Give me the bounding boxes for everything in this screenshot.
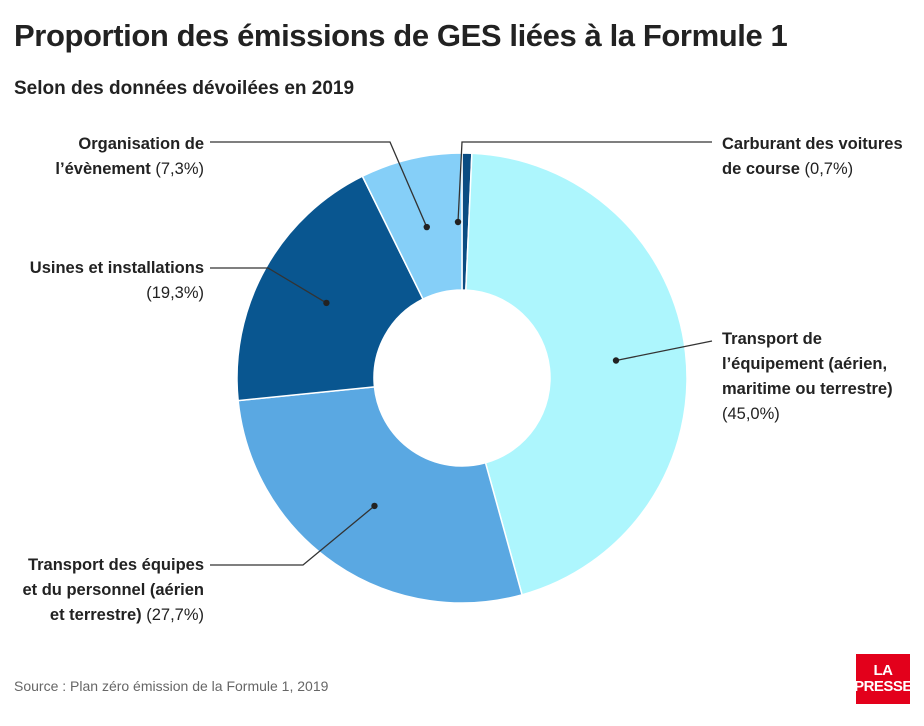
label-factories: Usines et installations (19,3%) bbox=[30, 256, 204, 306]
chart-title: Proportion des émissions de GES liées à … bbox=[14, 18, 788, 53]
label-staff-pct: (27,7%) bbox=[146, 606, 204, 624]
label-event-line1: Organisation de bbox=[78, 135, 204, 153]
leader-line-event bbox=[210, 141, 428, 228]
label-staff-line3: et terrestre) bbox=[49, 606, 142, 624]
label-fuel-pct: (0,7%) bbox=[804, 160, 854, 178]
label-fuel-line1: Carburant des voitures bbox=[722, 135, 903, 153]
label-factories-line1: Usines et installations bbox=[29, 259, 204, 277]
leader-dot-fuel bbox=[454, 218, 462, 226]
label-event: Organisation de l’évènement (7,3%) bbox=[55, 132, 204, 182]
label-equipment-pct: (45,0%) bbox=[722, 405, 780, 423]
logo-line1: LA bbox=[873, 662, 894, 679]
label-factories-pct: (19,3%) bbox=[146, 284, 204, 302]
leader-dot-staff bbox=[371, 502, 378, 510]
label-equipment-line2: l’équipement (aérien, bbox=[722, 355, 888, 373]
leader-dot-event bbox=[423, 223, 430, 231]
label-equipment-line1: Transport de bbox=[722, 330, 822, 348]
label-staff-line2: et du personnel (aérien bbox=[22, 581, 204, 599]
label-staff: Transport des équipes et du personnel (a… bbox=[22, 553, 204, 628]
chart-subtitle: Selon des données dévoilées en 2019 bbox=[14, 78, 355, 99]
donut-slices bbox=[236, 152, 688, 604]
leader-dot-factories bbox=[323, 299, 330, 307]
slice-staff bbox=[237, 386, 523, 604]
slice-equipment bbox=[465, 152, 688, 596]
label-equipment: Transport de l’équipement (aérien, marit… bbox=[722, 327, 893, 427]
leader-line-staff bbox=[210, 505, 375, 566]
label-staff-line1: Transport des équipes bbox=[27, 556, 204, 574]
slice-factories bbox=[236, 175, 425, 402]
leader-dot-equipment bbox=[612, 357, 620, 364]
leader-line-equipment bbox=[615, 340, 713, 362]
label-event-line2: l’évènement bbox=[55, 160, 151, 178]
source-note: Source : Plan zéro émission de la Formul… bbox=[14, 678, 329, 694]
label-equipment-line3: maritime ou terrestre) bbox=[722, 380, 893, 398]
label-fuel-line2: de course bbox=[722, 160, 800, 178]
label-fuel: Carburant des voitures de course (0,7%) bbox=[722, 132, 903, 182]
leader-lines bbox=[210, 141, 713, 566]
logo-line2: PRESSE bbox=[854, 678, 912, 695]
leader-line-factories bbox=[210, 267, 327, 304]
la-presse-logo: LA PRESSE bbox=[854, 654, 912, 704]
label-event-pct: (7,3%) bbox=[155, 160, 204, 178]
leader-line-fuel bbox=[457, 141, 712, 223]
